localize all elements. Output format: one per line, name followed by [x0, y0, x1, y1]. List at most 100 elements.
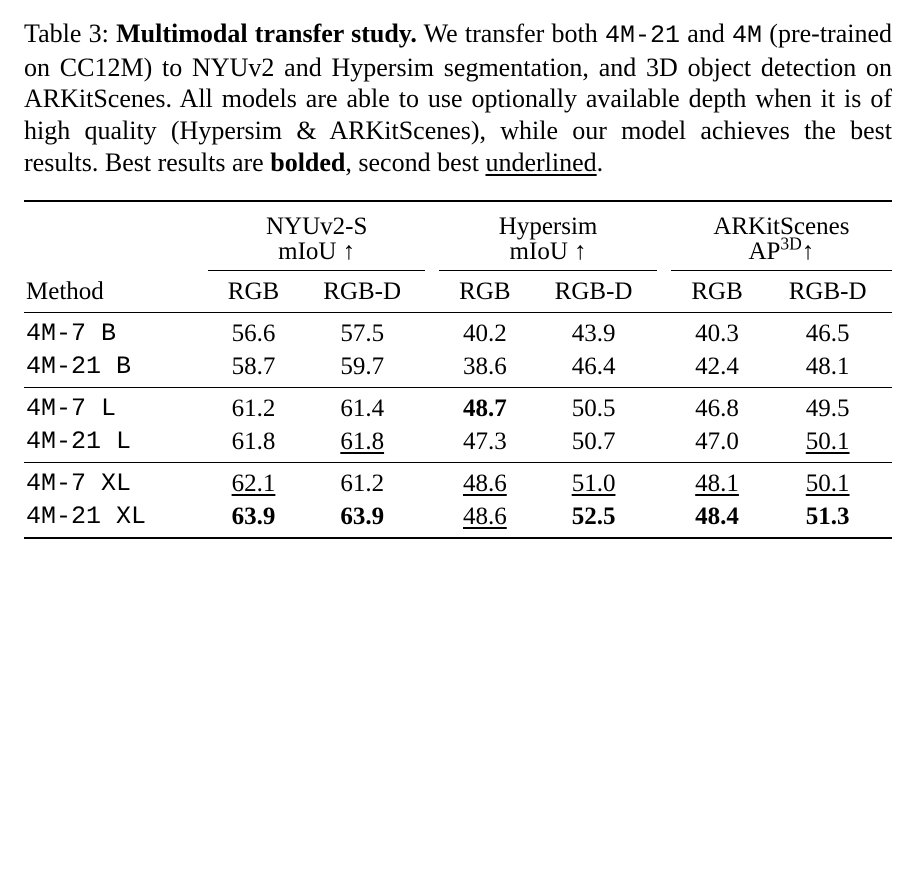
- value: 48.1: [800, 354, 856, 379]
- value-cell: 40.3: [671, 313, 764, 351]
- value-cell: 40.2: [439, 313, 530, 351]
- caption-underlined: underlined: [485, 148, 596, 177]
- value-cell: 56.6: [208, 313, 299, 351]
- subcol-hypersim-rgbd: RGB-D: [530, 271, 656, 313]
- value: 48.1: [689, 471, 745, 496]
- value: 62.1: [225, 471, 281, 496]
- caption-text-end: .: [597, 148, 604, 177]
- value-cell: 48.1: [671, 463, 764, 501]
- value: 46.4: [566, 354, 622, 379]
- header-row-groups: NYUv2-S Hypersim ARKitScenes: [24, 201, 892, 239]
- metric-hypersim: mIoU ↑: [439, 239, 656, 271]
- value-cell: 52.5: [530, 500, 656, 538]
- value: 52.5: [566, 504, 622, 529]
- subcol-arkit-rgb: RGB: [671, 271, 764, 313]
- subcol-nyuv2-rgb: RGB: [208, 271, 299, 313]
- value: 61.8: [334, 429, 390, 454]
- table-body: 4M-7 B 56.6 57.5 40.2 43.9 40.3 46.5 4M-21 B 58.…: [24, 313, 892, 539]
- value: 63.9: [225, 504, 281, 529]
- value: 42.4: [689, 354, 745, 379]
- value-cell: 58.7: [208, 350, 299, 388]
- value-cell: 61.2: [299, 463, 425, 501]
- value-cell: 51.0: [530, 463, 656, 501]
- value-cell: 61.8: [208, 425, 299, 463]
- value: 63.9: [334, 504, 390, 529]
- caption-text-pre: We transfer both: [424, 19, 605, 48]
- table-head: NYUv2-S Hypersim ARKitScenes mIoU ↑ mIoU…: [24, 201, 892, 313]
- caption-label: Table 3:: [24, 19, 109, 48]
- value: 40.3: [689, 321, 745, 346]
- group-hypersim: Hypersim: [439, 201, 656, 239]
- table-row: 4M-7 B 56.6 57.5 40.2 43.9 40.3 46.5: [24, 313, 892, 351]
- value-cell: 48.1: [763, 350, 892, 388]
- value-cell: 61.4: [299, 388, 425, 426]
- header-row-subcols: Method RGB RGB-D RGB RGB-D RGB RGB-D: [24, 271, 892, 313]
- value-cell: 50.7: [530, 425, 656, 463]
- caption-title: Multimodal transfer study.: [116, 19, 417, 48]
- value: 61.4: [334, 396, 390, 421]
- value: 48.6: [457, 504, 513, 529]
- method-cell: 4M-21 B: [24, 350, 194, 388]
- table-caption: Table 3: Multimodal transfer study. We t…: [24, 18, 892, 178]
- value-cell: 61.8: [299, 425, 425, 463]
- results-table: NYUv2-S Hypersim ARKitScenes mIoU ↑ mIoU…: [24, 200, 892, 539]
- metric-nyuv2: mIoU ↑: [208, 239, 425, 271]
- value: 46.5: [800, 321, 856, 346]
- value-cell: 59.7: [299, 350, 425, 388]
- value: 51.0: [566, 471, 622, 496]
- value: 58.7: [225, 354, 281, 379]
- value: 57.5: [334, 321, 390, 346]
- caption-bolded: bolded: [270, 148, 345, 177]
- value: 50.1: [800, 471, 856, 496]
- value-cell: 57.5: [299, 313, 425, 351]
- value-cell: 51.3: [763, 500, 892, 538]
- value-cell: 63.9: [299, 500, 425, 538]
- method-cell: 4M-7 L: [24, 388, 194, 426]
- subcol-arkit-rgbd: RGB-D: [763, 271, 892, 313]
- method-header: Method: [24, 271, 194, 313]
- value: 59.7: [334, 354, 390, 379]
- value-cell: 50.1: [763, 425, 892, 463]
- value-cell: 48.4: [671, 500, 764, 538]
- table-row: 4M-21 XL 63.9 63.9 48.6 52.5 48.451.3: [24, 500, 892, 538]
- table-row: 4M-7 L 61.2 61.4 48.7 50.5 46.8 49.5: [24, 388, 892, 426]
- subcol-hypersim-rgb: RGB: [439, 271, 530, 313]
- value-cell: 50.1: [763, 463, 892, 501]
- value: 61.2: [225, 396, 281, 421]
- value: 40.2: [457, 321, 513, 346]
- blank-top-left: [24, 201, 194, 271]
- value: 48.7: [457, 396, 513, 421]
- value: 46.8: [689, 396, 745, 421]
- value: 48.6: [457, 471, 513, 496]
- value-cell: 43.9: [530, 313, 656, 351]
- page: Table 3: Multimodal transfer study. We t…: [0, 0, 916, 563]
- value-cell: 48.6: [439, 463, 530, 501]
- value-cell: 42.4: [671, 350, 764, 388]
- value: 43.9: [566, 321, 622, 346]
- value: 38.6: [457, 354, 513, 379]
- value: 50.1: [800, 429, 856, 454]
- group-nyuv2: NYUv2-S: [208, 201, 425, 239]
- value: 61.8: [225, 429, 281, 454]
- method-cell: 4M-7 B: [24, 313, 194, 351]
- value: 49.5: [800, 396, 856, 421]
- value: 47.3: [457, 429, 513, 454]
- value-cell: 46.5: [763, 313, 892, 351]
- caption-code-4m21: 4M-21: [605, 21, 680, 50]
- value-cell: 47.0: [671, 425, 764, 463]
- value-cell: 62.1: [208, 463, 299, 501]
- value: 61.2: [334, 471, 390, 496]
- metric-arkit-sup: 3D: [780, 234, 801, 254]
- method-cell: 4M-21 L: [24, 425, 194, 463]
- value: 47.0: [689, 429, 745, 454]
- caption-code-4m: 4M: [732, 21, 762, 50]
- subcol-nyuv2-rgbd: RGB-D: [299, 271, 425, 313]
- caption-text-mid3: , second best: [345, 148, 485, 177]
- value-cell: 46.4: [530, 350, 656, 388]
- value-cell: 48.6: [439, 500, 530, 538]
- value-cell: 50.5: [530, 388, 656, 426]
- table-row: 4M-7 XL62.161.248.651.048.150.1: [24, 463, 892, 501]
- method-cell: 4M-21 XL: [24, 500, 194, 538]
- metric-arkitscenes: AP3D↑: [671, 239, 892, 271]
- value: 50.7: [566, 429, 622, 454]
